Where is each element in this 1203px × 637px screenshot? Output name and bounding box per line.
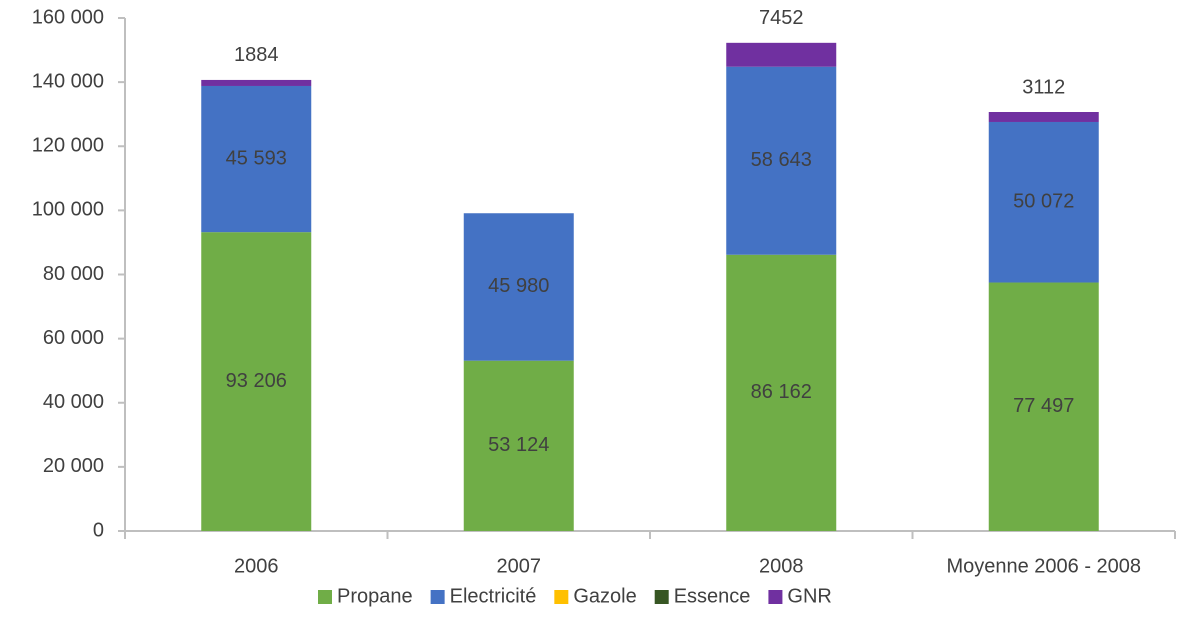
legend-swatch: [554, 590, 569, 604]
bar-segment: [463, 213, 574, 361]
y-tick-label: 40 000: [43, 391, 104, 413]
legend-label: Propane: [337, 585, 413, 607]
legend-label: Gazole: [573, 585, 636, 607]
bar-segment: [201, 85, 312, 233]
legend-swatch: [318, 590, 332, 604]
legend-swatch: [768, 590, 783, 604]
legend-swatch: [654, 590, 669, 604]
y-tick-label: 20 000: [43, 455, 104, 477]
data-label: 7452: [759, 7, 804, 29]
x-tick-label: 2006: [234, 555, 279, 577]
legend-label: GNR: [787, 585, 831, 607]
bar-segment: [726, 42, 837, 67]
y-tick-label: 100 000: [32, 199, 104, 221]
legend-swatch: [430, 590, 445, 604]
bar-segment: [726, 254, 837, 531]
legend-label: Electricité: [450, 585, 537, 607]
y-tick-label: 60 000: [43, 327, 104, 349]
y-tick-label: 0: [93, 519, 104, 541]
data-label: 45 980: [488, 275, 549, 297]
x-tick-label: 2008: [759, 555, 804, 577]
y-tick-label: 120 000: [32, 135, 104, 157]
x-tick-label: Moyenne 2006 - 2008: [946, 555, 1141, 577]
data-label: 3112: [1022, 76, 1065, 98]
data-label: 58 643: [751, 149, 812, 171]
data-label: 1884: [234, 44, 279, 66]
bar-segment: [988, 112, 1099, 122]
bar-segment: [988, 282, 1099, 531]
legend-label: Essence: [674, 585, 751, 607]
data-label: 45 593: [226, 147, 287, 169]
data-label: 93 206: [226, 370, 287, 392]
bar-segment: [726, 66, 837, 255]
bar-segment: [463, 360, 574, 531]
bar-segment: [988, 121, 1099, 283]
data-label: 50 072: [1013, 191, 1074, 213]
data-label: 53 124: [488, 434, 549, 456]
bar-segment: [201, 79, 312, 86]
bar-segment: [201, 232, 312, 531]
y-tick-label: 80 000: [43, 263, 104, 285]
data-label: 77 497: [1013, 395, 1074, 417]
y-tick-label: 140 000: [32, 70, 104, 92]
y-tick-label: 160 000: [32, 6, 104, 28]
data-label: 86 162: [751, 381, 812, 403]
x-tick-label: 2007: [497, 555, 542, 577]
